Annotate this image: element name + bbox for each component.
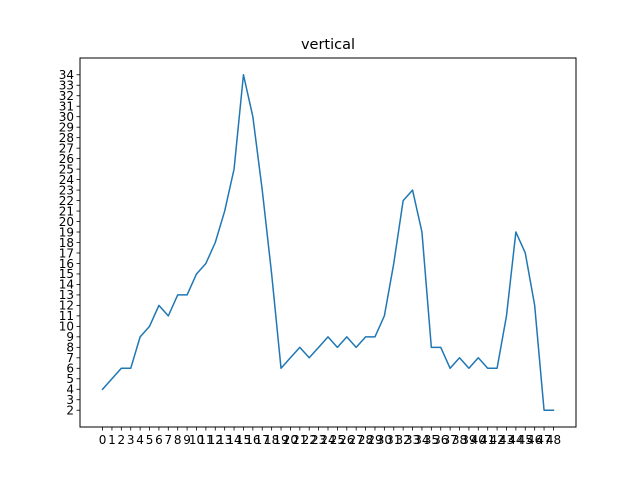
x-tick-label: 45	[518, 433, 533, 447]
x-tick-label: 37	[442, 433, 457, 447]
y-tick-label: 28	[59, 131, 74, 145]
y-tick-label: 9	[66, 330, 74, 344]
x-tick-label: 26	[339, 433, 354, 447]
y-tick-label: 3	[66, 393, 74, 407]
y-tick-label: 33	[59, 79, 74, 93]
y-tick-label: 8	[66, 341, 74, 355]
x-tick-label: 2	[118, 433, 126, 447]
y-tick-label: 22	[59, 194, 74, 208]
y-tick-label: 15	[59, 267, 74, 281]
y-tick-label: 21	[59, 204, 74, 218]
y-tick-label: 6	[66, 362, 74, 376]
x-tick-label: 17	[255, 433, 270, 447]
x-tick-label: 31	[386, 433, 401, 447]
x-tick-label: 0	[99, 433, 107, 447]
y-tick-label: 17	[59, 246, 74, 260]
series-line	[101, 74, 555, 411]
x-tick-label: 22	[302, 433, 317, 447]
x-tick-label: 10	[189, 433, 204, 447]
y-tick-label: 25	[59, 162, 74, 176]
x-tick-label: 38	[452, 433, 467, 447]
x-tick-label: 42	[489, 433, 504, 447]
x-tick-label: 8	[174, 433, 182, 447]
plot-area-frame	[79, 57, 577, 428]
x-axis: 0 1 2 3 4 5 6 7 8 9101112131415161718192021222324…	[99, 427, 561, 447]
y-tick-label: 12	[59, 299, 74, 313]
x-tick-label: 12	[208, 433, 223, 447]
y-tick-label: 26	[59, 152, 74, 166]
y-tick-label: 14	[59, 278, 74, 292]
y-tick-label: 27	[59, 141, 74, 155]
x-tick-label: 16	[245, 433, 260, 447]
y-tick-label: 19	[59, 225, 74, 239]
y-tick-label: 23	[59, 183, 74, 197]
y-tick-label: 5	[66, 372, 74, 386]
y-tick-label: 24	[59, 173, 74, 187]
y-tick-label: 7	[66, 351, 74, 365]
x-tick-label: 32	[396, 433, 411, 447]
x-tick-label: 30	[377, 433, 392, 447]
x-tick-label: 14	[226, 433, 241, 447]
x-tick-label: 24	[320, 433, 335, 447]
x-tick-label: 48	[546, 433, 561, 447]
y-tick-label: 30	[59, 110, 74, 124]
x-tick-label: 34	[414, 433, 429, 447]
x-tick-label: 33	[405, 433, 420, 447]
x-tick-label: 40	[471, 433, 486, 447]
x-tick-label: 41	[480, 433, 495, 447]
y-tick-label: 11	[59, 309, 74, 323]
chart-title: vertical	[301, 37, 355, 53]
x-tick-label: 18	[264, 433, 279, 447]
x-tick-label: 29	[367, 433, 382, 447]
y-axis: 2345678910111213141516171819202122232425…	[59, 68, 80, 418]
x-tick-label: 25	[330, 433, 345, 447]
x-tick-label: 21	[292, 433, 307, 447]
y-tick-label: 34	[59, 68, 74, 82]
x-tick-label: 3	[127, 433, 135, 447]
y-tick-label: 2	[66, 404, 74, 418]
x-tick-label: 9	[183, 433, 191, 447]
x-tick-label: 13	[217, 433, 232, 447]
x-tick-label: 15	[236, 433, 251, 447]
x-tick-label: 36	[433, 433, 448, 447]
y-tick-label: 29	[59, 120, 74, 134]
x-tick-label: 6	[155, 433, 163, 447]
y-tick-label: 20	[59, 215, 74, 229]
x-tick-label: 11	[198, 433, 213, 447]
x-tick-label: 28	[358, 433, 373, 447]
y-tick-label: 13	[59, 288, 74, 302]
x-tick-label: 44	[508, 433, 523, 447]
x-tick-label: 23	[311, 433, 326, 447]
x-tick-label: 39	[461, 433, 476, 447]
x-tick-label: 7	[164, 433, 172, 447]
y-tick-label: 10	[59, 320, 74, 334]
x-tick-label: 5	[146, 433, 154, 447]
y-tick-label: 4	[66, 383, 74, 397]
x-tick-label: 47	[536, 433, 551, 447]
y-tick-label: 18	[59, 236, 74, 250]
y-tick-label: 31	[59, 100, 74, 114]
x-tick-label: 35	[424, 433, 439, 447]
x-tick-label: 20	[283, 433, 298, 447]
x-tick-label: 4	[136, 433, 144, 447]
x-tick-label: 19	[273, 433, 288, 447]
series-layer	[101, 74, 555, 411]
x-tick-label: 46	[527, 433, 542, 447]
y-tick-label: 16	[59, 257, 74, 271]
x-tick-label: 27	[349, 433, 364, 447]
y-tick-label: 32	[59, 89, 74, 103]
x-tick-label: 1	[108, 433, 116, 447]
x-tick-label: 43	[499, 433, 514, 447]
